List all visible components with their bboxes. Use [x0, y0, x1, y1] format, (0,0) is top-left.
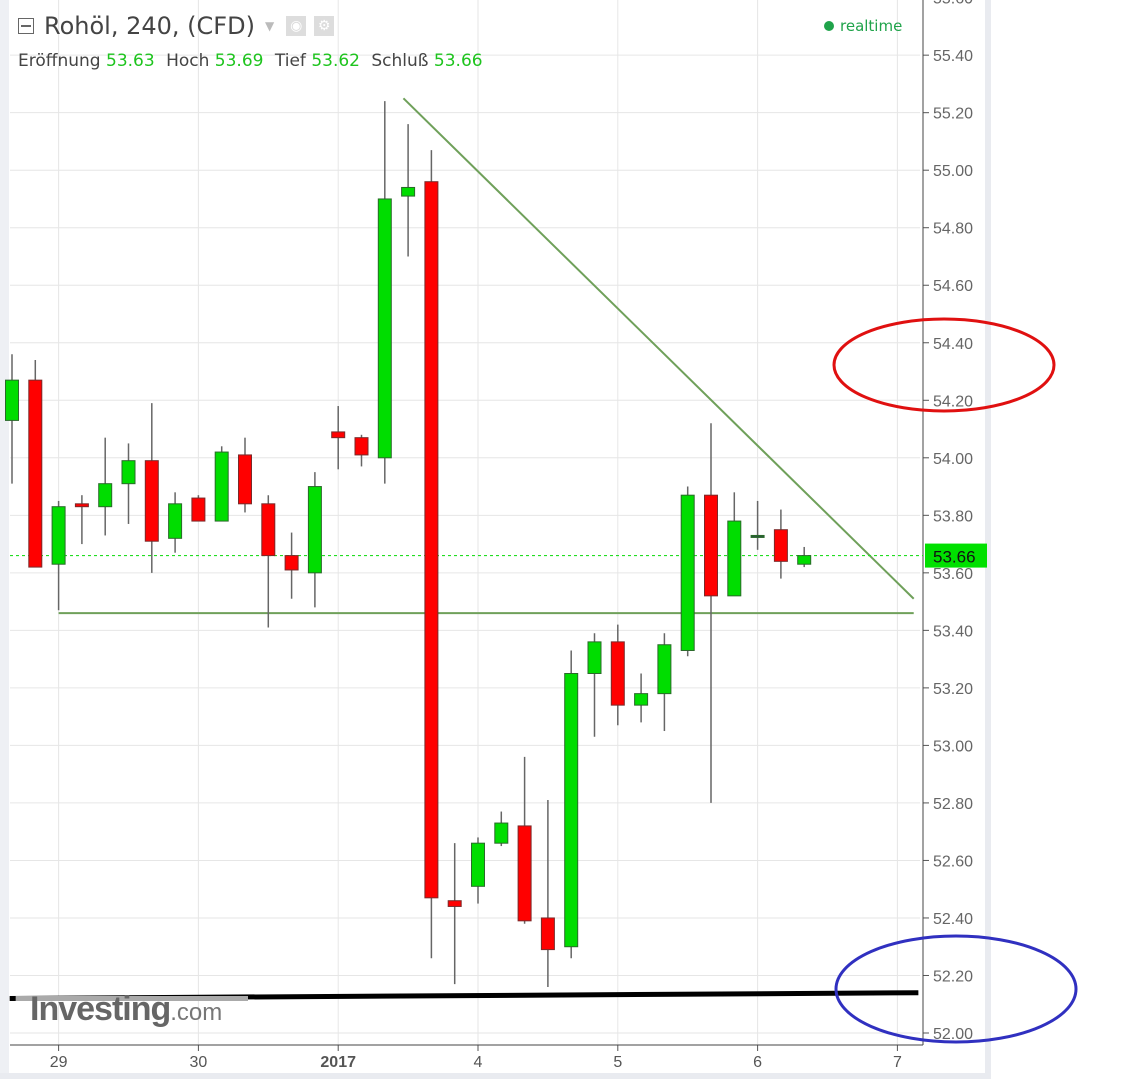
low-label: Tief — [274, 51, 306, 71]
candle-up[interactable] — [5, 379, 19, 421]
candle-down[interactable] — [354, 437, 369, 456]
x-tick-label: 4 — [474, 1054, 483, 1071]
close-value: 53.66 — [433, 51, 483, 71]
candle-down[interactable] — [261, 503, 276, 557]
y-tick-label: 55.40 — [933, 48, 973, 65]
candle-up[interactable] — [657, 644, 672, 695]
blue-annotation-ellipse[interactable] — [834, 934, 1078, 1044]
realtime-label: realtime — [840, 17, 903, 35]
high-value: 53.69 — [214, 51, 264, 71]
last-price-label: 53.66 — [933, 548, 976, 567]
x-tick-label: 5 — [613, 1054, 622, 1071]
candle-up[interactable] — [98, 483, 113, 508]
left-scroll-strip — [0, 0, 9, 1079]
candle-up[interactable] — [168, 503, 183, 539]
candle-up[interactable] — [471, 842, 485, 887]
candle-up[interactable] — [587, 641, 602, 675]
resistance-trendline[interactable] — [402, 97, 915, 600]
y-tick-label: 54.60 — [933, 278, 973, 295]
candle-up[interactable] — [494, 822, 509, 844]
chart-header: Rohöl, 240, (CFD) ▼ ◉ ⚙ — [18, 12, 335, 40]
y-tick-label: 54.40 — [933, 336, 973, 353]
y-tick-label: 52.40 — [933, 911, 973, 928]
right-border-strip — [985, 0, 991, 1079]
y-tick-label: 53.20 — [933, 681, 973, 698]
candle-down[interactable] — [284, 555, 299, 571]
x-tick-label: 30 — [190, 1054, 208, 1071]
candle-down[interactable] — [191, 497, 206, 522]
dropdown-caret-icon[interactable]: ▼ — [264, 19, 275, 33]
candle-down[interactable] — [704, 494, 718, 597]
investing-logo: Investing.com — [30, 990, 223, 1028]
candle-up[interactable] — [121, 460, 136, 485]
candle-up[interactable] — [377, 198, 392, 459]
candle-up[interactable] — [214, 451, 229, 522]
open-value: 53.63 — [106, 51, 155, 71]
ohlc-legend: Eröffnung 53.63 Hoch 53.69 Tief 53.62 Sc… — [18, 51, 489, 71]
candle-down[interactable] — [610, 641, 625, 706]
low-value: 53.62 — [311, 51, 360, 71]
candle-up[interactable] — [307, 486, 322, 574]
candle-down[interactable] — [773, 529, 788, 562]
y-tick-label: 55.20 — [933, 106, 973, 123]
status-dot-icon — [824, 21, 834, 31]
realtime-indicator: realtime — [824, 17, 902, 35]
y-tick-label: 55.60 — [933, 0, 973, 8]
bottom-border-strip — [0, 1073, 991, 1079]
y-tick-label: 54.80 — [933, 221, 973, 238]
candle-up[interactable] — [51, 506, 66, 565]
candle-up[interactable] — [750, 534, 765, 538]
candle-down[interactable] — [238, 454, 252, 505]
y-tick-label: 52.20 — [933, 968, 973, 985]
y-tick-label: 52.60 — [933, 853, 973, 870]
x-tick-label: 29 — [50, 1054, 68, 1071]
candle-down[interactable] — [540, 917, 555, 951]
y-tick-label: 52.00 — [933, 1026, 973, 1043]
y-tick-label: 54.00 — [933, 451, 973, 468]
candle-down[interactable] — [74, 503, 89, 508]
open-label: Eröffnung — [18, 51, 101, 71]
y-tick-label: 53.60 — [933, 566, 973, 583]
candle-down[interactable] — [28, 379, 43, 568]
close-label: Schluß — [371, 51, 429, 71]
candle-up[interactable] — [401, 186, 416, 197]
candle-up[interactable] — [564, 673, 579, 948]
visibility-eye-icon[interactable]: ◉ — [286, 16, 307, 36]
high-label: Hoch — [166, 51, 210, 71]
red-annotation-ellipse[interactable] — [832, 317, 1056, 413]
y-tick-label: 53.40 — [933, 623, 973, 640]
candle-down[interactable] — [331, 431, 346, 439]
candle-up[interactable] — [797, 555, 812, 565]
candle-down[interactable] — [447, 900, 462, 907]
x-tick-label: 7 — [893, 1054, 902, 1071]
candle-down[interactable] — [144, 460, 159, 542]
x-tick-label: 6 — [753, 1054, 762, 1071]
y-tick-label: 55.00 — [933, 163, 973, 180]
collapse-icon[interactable] — [18, 18, 34, 34]
x-tick-label: 2017 — [320, 1054, 356, 1071]
candle-up[interactable] — [680, 494, 695, 651]
candle-down[interactable] — [517, 825, 532, 922]
last-price-badge — [925, 543, 987, 568]
chart-title: Rohöl, 240, (CFD) — [44, 12, 255, 40]
y-tick-label: 53.80 — [933, 508, 973, 525]
candle-up[interactable] — [634, 693, 649, 706]
candle-up[interactable] — [727, 520, 742, 597]
candle-down[interactable] — [424, 181, 439, 899]
y-tick-label: 54.20 — [933, 393, 973, 410]
y-tick-label: 52.80 — [933, 796, 973, 813]
settings-gear-icon[interactable]: ⚙ — [314, 16, 335, 36]
y-tick-label: 53.00 — [933, 738, 973, 755]
